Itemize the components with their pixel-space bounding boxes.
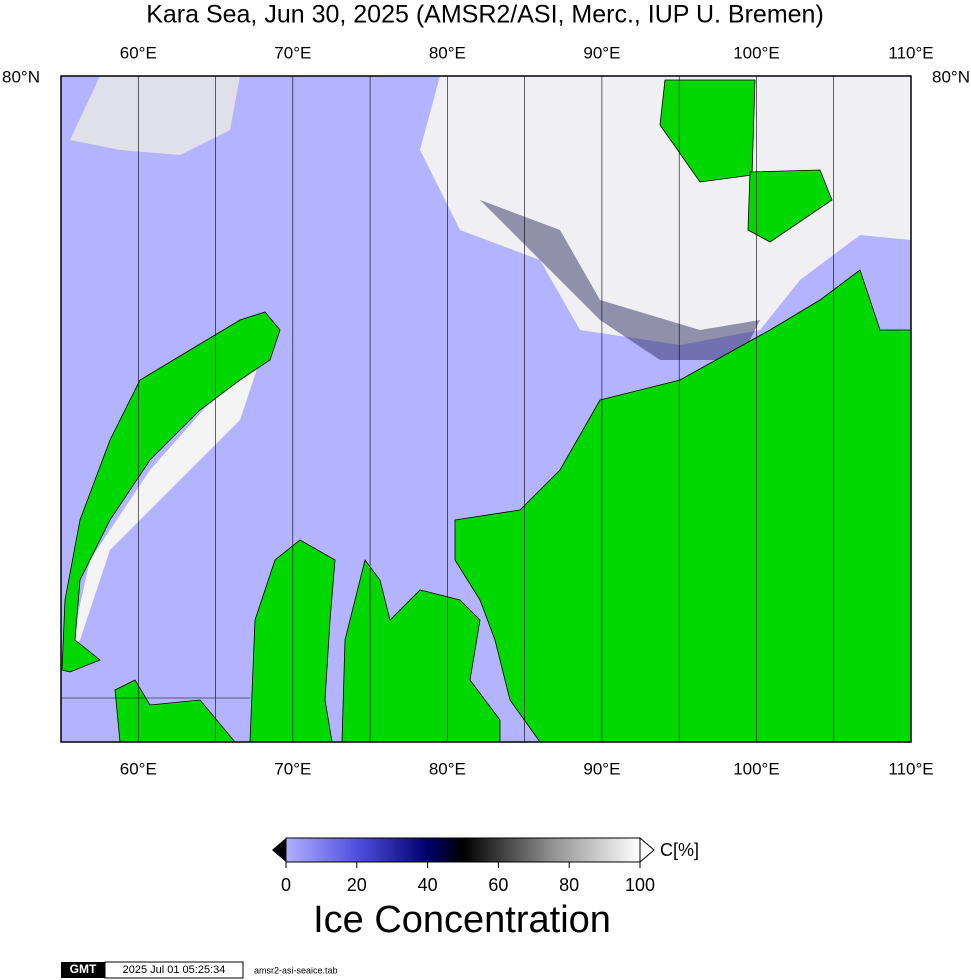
land xyxy=(114,679,236,742)
colorbar-title: Ice Concentration xyxy=(313,899,611,941)
colorbar: C[%] 0 20 40 60 80 100 xyxy=(272,836,699,895)
lon-label: 110°E xyxy=(888,759,933,778)
colorbar-high-triangle xyxy=(639,836,655,864)
timestamp-box xyxy=(104,961,244,979)
sea-ice xyxy=(420,76,911,345)
sea-ice xyxy=(70,360,260,650)
lat-label: 80°N xyxy=(2,67,40,86)
tick-label: 80 xyxy=(559,875,579,895)
lon-label: 100°E xyxy=(733,43,780,62)
lat-label: 80°N xyxy=(932,67,970,86)
land xyxy=(249,539,336,742)
tick-label: 0 xyxy=(281,875,291,895)
sea-ice-edge xyxy=(480,200,760,360)
title: Kara Sea, Jun 30, 2025 (AMSR2/ASI, Merc.… xyxy=(146,1,824,29)
filename: amsr2-asi-seaice.tab xyxy=(254,965,338,975)
tick-label: 40 xyxy=(418,875,438,895)
axis-labels: 60°E 60°E 70°E 70°E 80°E 80°E 90°E 90°E 100°E 100… xyxy=(120,43,934,778)
lon-label: 60°E xyxy=(120,43,157,62)
lon-label: 110°E xyxy=(888,43,933,62)
land xyxy=(454,269,911,742)
sea-ice xyxy=(70,76,240,155)
lon-label: 90°E xyxy=(583,43,620,62)
lon-label: 70°E xyxy=(274,759,311,778)
tick-label: 100 xyxy=(625,875,655,895)
tick-label: 60 xyxy=(488,875,508,895)
lon-label: 80°E xyxy=(429,759,466,778)
colorbar-bar xyxy=(285,837,641,863)
lon-label: 100°E xyxy=(733,759,780,778)
lon-label: 70°E xyxy=(274,43,311,62)
land xyxy=(341,559,501,742)
tick-label: 20 xyxy=(347,875,367,895)
map-frame xyxy=(60,75,912,743)
graticule xyxy=(137,76,835,742)
lon-label: 90°E xyxy=(583,759,620,778)
lon-label: 80°E xyxy=(429,43,466,62)
logo: GMT xyxy=(70,962,97,976)
colorbar-unit: C[%] xyxy=(660,840,699,860)
timestamp: 2025 Jul 01 05:25:34 xyxy=(123,964,226,976)
colorbar-low-triangle xyxy=(272,838,286,862)
lon-label: 60°E xyxy=(120,759,157,778)
map xyxy=(61,76,911,742)
logo-box xyxy=(61,962,105,978)
land xyxy=(659,79,756,183)
land xyxy=(747,169,833,243)
land xyxy=(61,311,281,673)
